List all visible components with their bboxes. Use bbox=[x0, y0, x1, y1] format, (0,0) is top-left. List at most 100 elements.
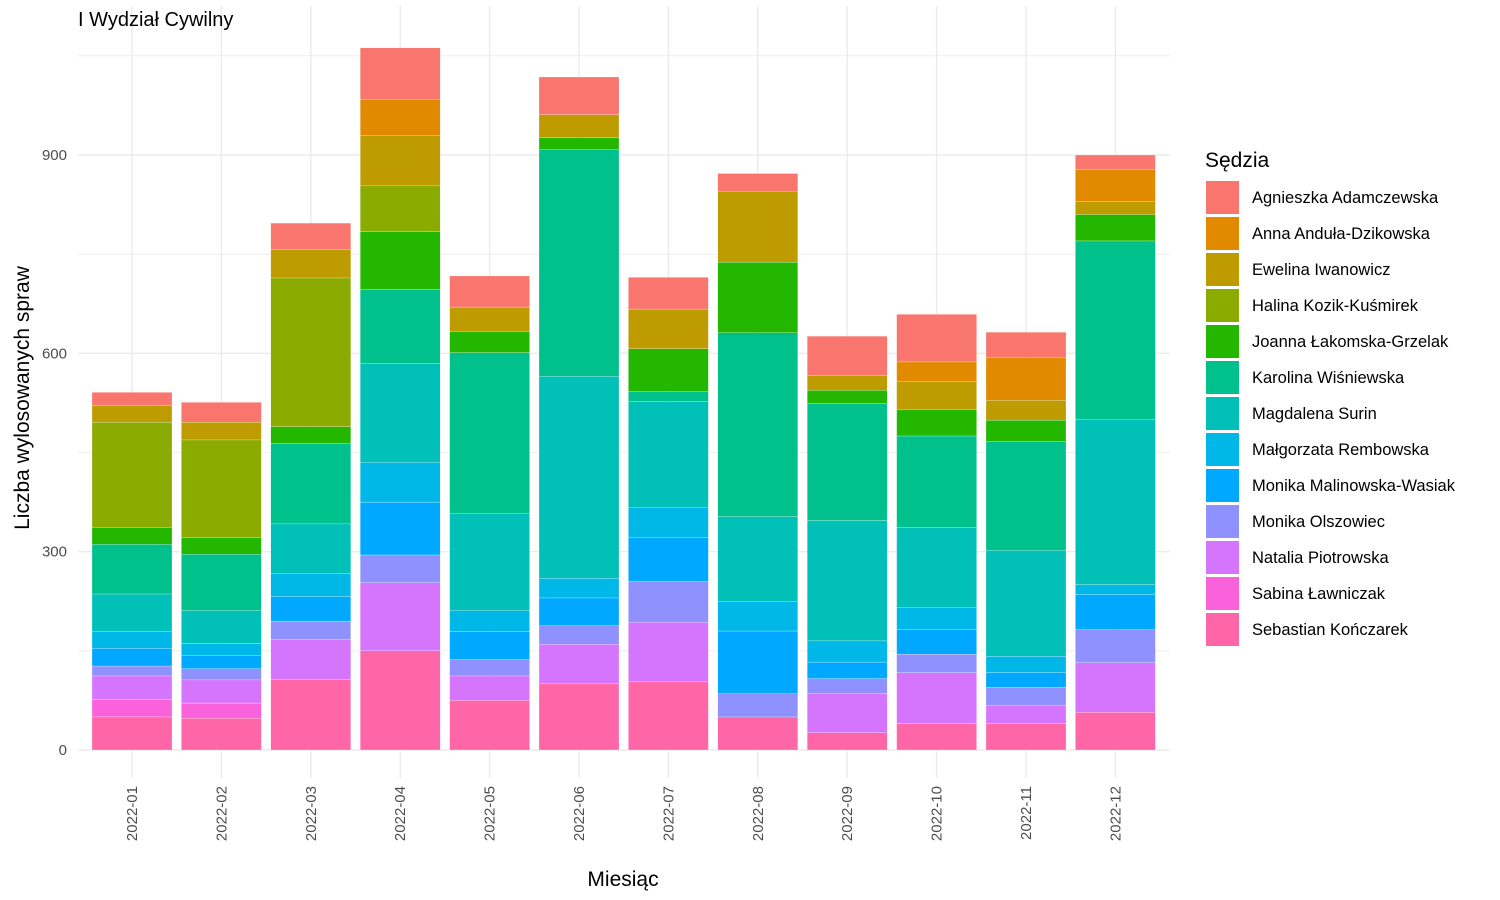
axes: 0 300 600 900 2022-01 2022-02 2022-03 2022-04 20… bbox=[42, 147, 1124, 841]
bar-segment bbox=[270, 573, 351, 597]
bar-segment bbox=[181, 679, 262, 704]
bar-segment bbox=[91, 665, 173, 677]
bar-segment bbox=[270, 596, 351, 622]
bar-segment bbox=[717, 332, 798, 517]
bar-segment bbox=[807, 693, 888, 733]
bar-segment bbox=[807, 403, 888, 521]
bar-segment bbox=[807, 661, 888, 679]
legend-label: Małgorzata Rembowska bbox=[1252, 441, 1430, 459]
bar-segment bbox=[181, 402, 262, 423]
legend-label: Anna Anduła-Dzikowska bbox=[1252, 225, 1431, 243]
bar-segment bbox=[896, 527, 977, 608]
bar-segment bbox=[717, 516, 798, 602]
bar-segment bbox=[985, 672, 1067, 688]
bar-segment bbox=[449, 659, 530, 677]
bar-segment bbox=[628, 581, 709, 623]
bar-segment bbox=[538, 137, 620, 150]
bars bbox=[91, 47, 1156, 751]
bar-segment bbox=[896, 435, 977, 528]
bar-segment bbox=[181, 718, 262, 751]
bar-stack-2022-10 bbox=[896, 314, 977, 751]
legend-item: Ewelina Iwanowicz bbox=[1206, 253, 1390, 286]
bar-segment bbox=[91, 593, 173, 632]
legend-label: Sebastian Kończarek bbox=[1252, 621, 1409, 639]
bar-segment bbox=[717, 693, 798, 718]
bar-segment bbox=[896, 607, 977, 630]
bar-segment bbox=[896, 409, 977, 437]
bar-segment bbox=[91, 648, 173, 667]
legend-swatch bbox=[1206, 397, 1239, 430]
x-tick-label: 2022-10 bbox=[929, 786, 946, 841]
bar-segment bbox=[896, 654, 977, 673]
bar-segment bbox=[449, 513, 530, 611]
bar-segment bbox=[270, 639, 351, 680]
bar-segment bbox=[717, 716, 798, 751]
bar-segment bbox=[717, 191, 798, 263]
legend-label: Monika Olszowiec bbox=[1252, 513, 1385, 531]
bar-segment bbox=[1075, 214, 1156, 242]
legend-swatch bbox=[1206, 469, 1239, 502]
legend-swatch bbox=[1206, 541, 1239, 574]
bar-segment bbox=[270, 277, 351, 427]
legend-item: Natalia Piotrowska bbox=[1206, 541, 1389, 574]
legend-swatch bbox=[1206, 577, 1239, 610]
chart-title: I Wydział Cywilny bbox=[78, 9, 233, 31]
bar-segment bbox=[270, 249, 351, 279]
x-tick-label: 2022-09 bbox=[839, 786, 856, 841]
bar-segment bbox=[628, 681, 709, 751]
bar-segment bbox=[270, 620, 351, 640]
legend: Sędzia Agnieszka Adamczewska Anna Anduła-… bbox=[1205, 149, 1456, 646]
bar-segment bbox=[896, 381, 977, 410]
bar-segment bbox=[449, 675, 530, 701]
bar-segment bbox=[985, 687, 1067, 706]
legend-swatch bbox=[1206, 181, 1239, 214]
legend-item: Magdalena Surin bbox=[1206, 397, 1377, 430]
bar-stack-2022-03 bbox=[270, 222, 351, 751]
bar-segment bbox=[181, 655, 262, 669]
bar-segment bbox=[717, 601, 798, 632]
bar-segment bbox=[360, 582, 441, 651]
legend-item: Sabina Ławniczak bbox=[1206, 577, 1386, 610]
bar-segment bbox=[270, 222, 351, 250]
bar-segment bbox=[538, 376, 620, 579]
bar-segment bbox=[985, 357, 1067, 401]
x-tick-label: 2022-03 bbox=[303, 786, 320, 841]
legend-item: Anna Anduła-Dzikowska bbox=[1206, 217, 1431, 250]
bar-segment bbox=[181, 554, 262, 611]
bar-stack-2022-05 bbox=[449, 275, 530, 751]
bar-segment bbox=[628, 401, 709, 508]
bar-segment bbox=[538, 597, 620, 626]
y-tick-label: 0 bbox=[59, 742, 67, 759]
bar-segment bbox=[449, 306, 530, 332]
x-tick-label: 2022-02 bbox=[213, 786, 230, 841]
x-tick-label: 2022-01 bbox=[124, 786, 141, 841]
y-axis-title: Liczba wylosowanych spraw bbox=[11, 265, 34, 530]
bar-segment bbox=[628, 348, 709, 392]
bar-segment bbox=[1075, 169, 1156, 202]
legend-label: Karolina Wiśniewska bbox=[1252, 369, 1405, 387]
legend-item: Monika Olszowiec bbox=[1206, 505, 1385, 538]
bar-segment bbox=[538, 644, 620, 685]
legend-label: Ewelina Iwanowicz bbox=[1252, 261, 1390, 279]
bar-segment bbox=[91, 421, 173, 528]
bar-segment bbox=[181, 643, 262, 656]
bar-segment bbox=[717, 630, 798, 694]
bar-segment bbox=[360, 231, 441, 290]
bar-segment bbox=[896, 314, 977, 363]
legend-items: Agnieszka Adamczewska Anna Anduła-Dzikows… bbox=[1206, 181, 1456, 646]
legend-item: Halina Kozik-Kuśmirek bbox=[1206, 289, 1419, 322]
bar-segment bbox=[538, 149, 620, 377]
legend-item: Agnieszka Adamczewska bbox=[1206, 181, 1439, 214]
bar-segment bbox=[1075, 712, 1156, 751]
legend-swatch bbox=[1206, 613, 1239, 646]
bar-segment bbox=[91, 631, 173, 649]
bar-segment bbox=[181, 537, 262, 555]
bar-segment bbox=[985, 419, 1067, 442]
bar-segment bbox=[449, 631, 530, 660]
bar-segment bbox=[360, 363, 441, 463]
bar-stack-2022-02 bbox=[181, 402, 262, 751]
bar-segment bbox=[360, 135, 441, 186]
bar-segment bbox=[91, 675, 173, 700]
bar-stack-2022-12 bbox=[1075, 154, 1156, 751]
